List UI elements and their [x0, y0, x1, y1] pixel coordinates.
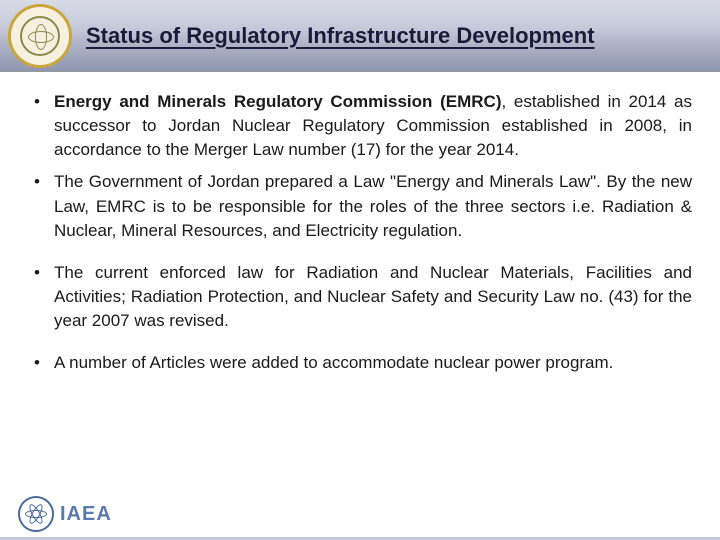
bullet-lead: Energy and Minerals Regulatory Commissio…	[54, 92, 501, 111]
slide-header: Status of Regulatory Infrastructure Deve…	[0, 0, 720, 72]
logo-inner-ring	[20, 16, 60, 56]
atom-icon	[28, 24, 52, 48]
list-item: The Government of Jordan prepared a Law …	[28, 170, 692, 242]
bullet-list: Energy and Minerals Regulatory Commissio…	[28, 90, 692, 375]
list-item: Energy and Minerals Regulatory Commissio…	[28, 90, 692, 162]
bullet-rest: The current enforced law for Radiation a…	[54, 263, 692, 330]
list-item: A number of Articles were added to accom…	[28, 351, 692, 375]
iaea-logo-icon	[18, 496, 54, 532]
emrc-logo	[8, 4, 72, 68]
slide-content: Energy and Minerals Regulatory Commissio…	[0, 72, 720, 393]
slide-title: Status of Regulatory Infrastructure Deve…	[86, 23, 595, 49]
bullet-rest: A number of Articles were added to accom…	[54, 353, 613, 372]
iaea-text: IAEA	[60, 503, 112, 526]
slide-footer: IAEA	[18, 496, 112, 532]
bullet-rest: The Government of Jordan prepared a Law …	[54, 172, 692, 239]
list-item: The current enforced law for Radiation a…	[28, 261, 692, 333]
iaea-atom-icon	[25, 503, 47, 525]
